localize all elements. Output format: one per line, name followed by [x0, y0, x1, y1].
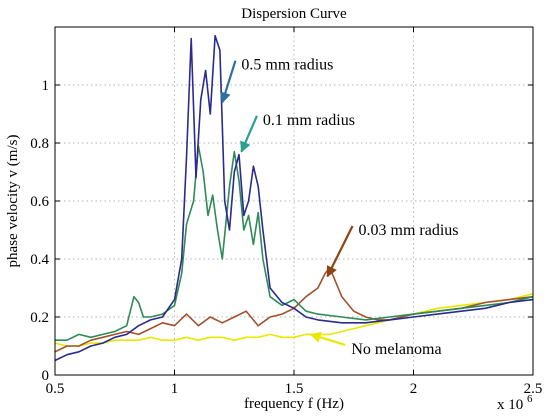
- y-tick-label: 0.2: [30, 310, 49, 326]
- y-tick-label: 0.8: [30, 136, 49, 152]
- annotation-arrow-0-03-mm-radius: [326, 225, 354, 278]
- chart-title: Dispersion Curve: [241, 6, 347, 22]
- series-line-0-1-mm-radius: [55, 145, 534, 342]
- y-tick-label: 0: [42, 368, 50, 384]
- series-line-0-5-mm-radius: [54, 34, 534, 362]
- x-exponent-base: x 10: [497, 397, 523, 413]
- series-layer: [54, 34, 534, 362]
- annotations: 0.5 mm radius 0.1 mm radius 0.03 mm radius…: [220, 57, 459, 358]
- annotation-label-0-03-mm-radius: 0.03 mm radius: [359, 222, 459, 239]
- x-tick-label: 1.5: [285, 381, 304, 397]
- annotation-label-0-5-mm-radius: 0.5 mm radius: [241, 57, 333, 74]
- x-tick-label: 2: [410, 381, 418, 397]
- x-tick-label: 2.5: [524, 381, 543, 397]
- x-tick-label: 0.5: [46, 381, 65, 397]
- y-axis-label: phase velocity v (m/s): [5, 135, 21, 268]
- annotation-label-no-melanoma: No melanoma: [351, 341, 441, 358]
- annotation-label-0-1-mm-radius: 0.1 mm radius: [263, 112, 355, 129]
- ticks: 0.5 1 1.5 2 2.5 0 0.2 0.4 0.6 0.8 1: [30, 27, 542, 397]
- x-exponent-power: 6: [527, 393, 533, 405]
- y-tick-label: 0.4: [30, 252, 49, 268]
- x-exponent: x 10 6: [497, 393, 533, 413]
- y-tick-label: 1: [42, 78, 50, 94]
- y-tick-label: 0.6: [30, 194, 49, 210]
- annotation-arrow-0-5-mm-radius: [220, 60, 237, 104]
- annotation-arrow-0-1-mm-radius: [240, 115, 258, 153]
- x-tick-label: 1: [171, 381, 179, 397]
- annotation-arrow-no-melanoma: [309, 332, 346, 346]
- x-axis-label: frequency f (Hz): [244, 396, 344, 412]
